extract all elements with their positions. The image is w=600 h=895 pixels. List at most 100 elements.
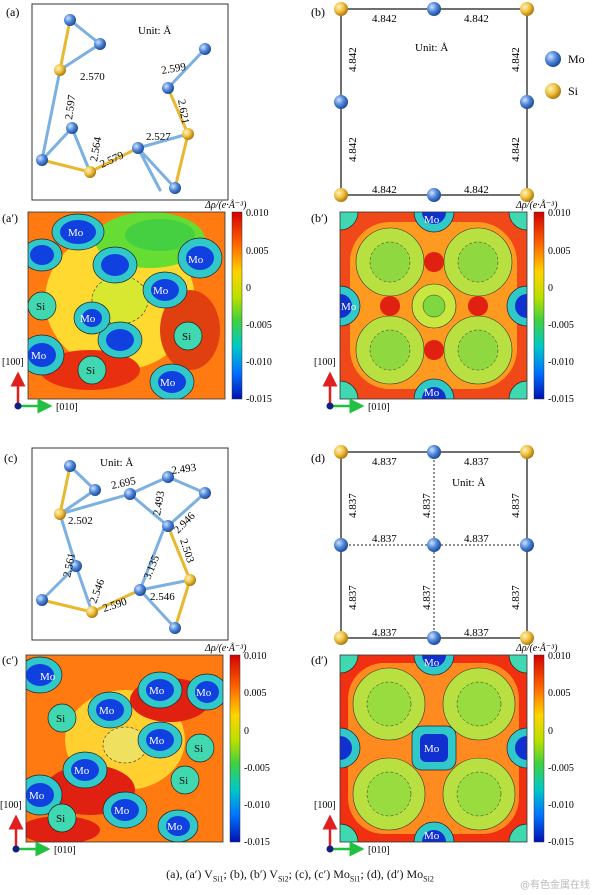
lattice-constant-label: 4.842 bbox=[464, 184, 489, 196]
mo-atom bbox=[169, 622, 181, 634]
atom-label-mo: Mo bbox=[40, 671, 56, 683]
panel-b-cell bbox=[340, 8, 528, 196]
colorbar-tick: 0.005 bbox=[244, 688, 267, 699]
panel-b-lattice-labels: 4.842 4.842 4.842 4.842 4.842 4.842 4.84… bbox=[347, 13, 522, 196]
lattice-constant-label: 4.837 bbox=[464, 627, 489, 639]
colorbar-tick: -0.010 bbox=[244, 800, 270, 811]
si-atom bbox=[520, 445, 534, 459]
lattice-constant-label: 4.837 bbox=[347, 493, 359, 518]
atom-label-mo: Mo bbox=[424, 830, 440, 842]
si-atom bbox=[54, 64, 66, 76]
lattice-constant-label: 4.842 bbox=[510, 137, 522, 162]
lattice-constant-label: 4.842 bbox=[372, 184, 397, 196]
contour-map-c-prime bbox=[26, 655, 223, 842]
watermark: @有色金属在线 bbox=[520, 880, 590, 891]
lattice-constant-label: 4.837 bbox=[372, 627, 397, 639]
contour-frame bbox=[339, 654, 528, 843]
bond-length-label: 2.527 bbox=[146, 131, 171, 143]
mo-atom bbox=[134, 584, 146, 596]
lattice-constant-label: 4.842 bbox=[347, 137, 359, 162]
colorbar-tick: 0.010 bbox=[548, 651, 571, 662]
colorbar-tick: 0 bbox=[548, 283, 553, 294]
contour-map-d-prime bbox=[340, 655, 527, 842]
colorbar-ticks: 0.010 0.005 0 -0.005 -0.010 -0.015 bbox=[246, 208, 272, 405]
atom-label-mo: Mo bbox=[114, 805, 130, 817]
bond-length-label: 2.502 bbox=[68, 515, 93, 527]
si-atom bbox=[84, 166, 96, 178]
contour-wells bbox=[340, 655, 527, 842]
colorbar bbox=[533, 211, 545, 400]
axis-label-x: [010] bbox=[54, 845, 76, 856]
mo-atom bbox=[64, 14, 76, 26]
panel-c-frame bbox=[31, 447, 229, 641]
mo-atom bbox=[427, 538, 441, 552]
contour-si-labels: Si Si Si bbox=[36, 301, 191, 377]
colorbar-tick: -0.005 bbox=[244, 763, 270, 774]
panel-c-bonds bbox=[40, 464, 207, 630]
lattice-constant-label: 4.837 bbox=[372, 533, 397, 545]
axis-label-y: [100] bbox=[0, 800, 22, 811]
atom-label-mo: Mo bbox=[29, 790, 45, 802]
lattice-constant-label: 4.837 bbox=[510, 493, 522, 518]
panel-a-atoms bbox=[36, 14, 211, 194]
colorbar-tick: -0.005 bbox=[548, 320, 574, 331]
lattice-constant-label: 4.842 bbox=[510, 47, 522, 72]
mo-atom bbox=[132, 142, 144, 154]
colorbar-tick: 0.010 bbox=[244, 651, 267, 662]
colorbar-tick: -0.005 bbox=[246, 320, 272, 331]
panel-c-unit: Unit: Å bbox=[100, 457, 133, 469]
bond-length-label: 2.570 bbox=[80, 71, 105, 83]
panel-d-prime: (d′) bbox=[311, 642, 574, 857]
mo-atom bbox=[520, 538, 534, 552]
colorbar-tick: -0.010 bbox=[246, 357, 272, 368]
colorbar-tick: 0.005 bbox=[548, 246, 571, 257]
mo-atom bbox=[89, 484, 101, 496]
colorbar-ticks: 0.010 0.005 0 -0.005 -0.010 -0.015 bbox=[548, 651, 574, 848]
lattice-constant-label: 4.842 bbox=[464, 13, 489, 25]
lattice-constant-label: 4.837 bbox=[464, 533, 489, 545]
panel-a-unit: Unit: Å bbox=[138, 25, 171, 37]
contour-frame bbox=[27, 211, 226, 400]
panel-a-prime-label: (a′) bbox=[2, 211, 18, 225]
panel-b-label: (b) bbox=[311, 5, 325, 19]
bond-length-label: 2.564 bbox=[88, 136, 104, 163]
lattice-constant-label: 4.837 bbox=[510, 585, 522, 610]
axis-indicator: [100] [010] bbox=[0, 800, 76, 857]
colorbar-title: Δρ/(e·Å⁻³) bbox=[204, 199, 247, 211]
atom-label-si: Si bbox=[194, 743, 203, 755]
bond-length-label: 2.621 bbox=[175, 98, 191, 124]
contour-wells bbox=[340, 212, 527, 399]
colorbar-ticks: 0.010 0.005 0 -0.005 -0.010 -0.015 bbox=[548, 208, 574, 405]
si-atom bbox=[520, 2, 534, 16]
panel-a: (a) Unit: Å bbox=[6, 3, 229, 201]
si-atom bbox=[54, 508, 66, 520]
atom-label-mo: Mo bbox=[424, 657, 440, 669]
axis-label-y: [100] bbox=[2, 357, 24, 368]
legend-si-label: Si bbox=[568, 84, 579, 98]
panel-a-frame bbox=[31, 3, 229, 201]
mo-atom bbox=[94, 38, 106, 50]
colorbar-tick: -0.010 bbox=[548, 800, 574, 811]
atom-legend: Mo Si bbox=[545, 51, 585, 99]
panel-d-prime-label: (d′) bbox=[311, 653, 328, 667]
bond-length-label: 2.561 bbox=[61, 552, 78, 579]
lattice-constant-label: 4.842 bbox=[372, 13, 397, 25]
si-atom bbox=[334, 188, 348, 202]
legend-mo-swatch bbox=[545, 51, 561, 67]
panel-b: (b) Unit: Å 4.842 4.842 4.842 4.842 4.84… bbox=[311, 2, 585, 202]
colorbar bbox=[533, 654, 545, 843]
colorbar-tick: 0 bbox=[244, 726, 249, 737]
atom-label-mo: Mo bbox=[160, 377, 176, 389]
colorbar-tick: 0 bbox=[548, 726, 553, 737]
colorbar-tick: -0.010 bbox=[548, 357, 574, 368]
panel-a-bonds bbox=[40, 18, 207, 192]
atom-label-si: Si bbox=[56, 713, 65, 725]
figure-caption: (a), (a′) VSi1; (b), (b′) VSi2; (c), (c′… bbox=[0, 867, 600, 883]
atom-label-mo: Mo bbox=[196, 687, 212, 699]
contour-wells bbox=[28, 213, 223, 399]
mo-atom bbox=[36, 594, 48, 606]
si-atom bbox=[182, 128, 194, 140]
panel-d-lattice-labels: 4.837 4.837 4.837 4.837 4.837 4.837 4.83… bbox=[347, 456, 522, 639]
colorbar bbox=[229, 654, 241, 843]
panel-a-label: (a) bbox=[6, 5, 19, 19]
